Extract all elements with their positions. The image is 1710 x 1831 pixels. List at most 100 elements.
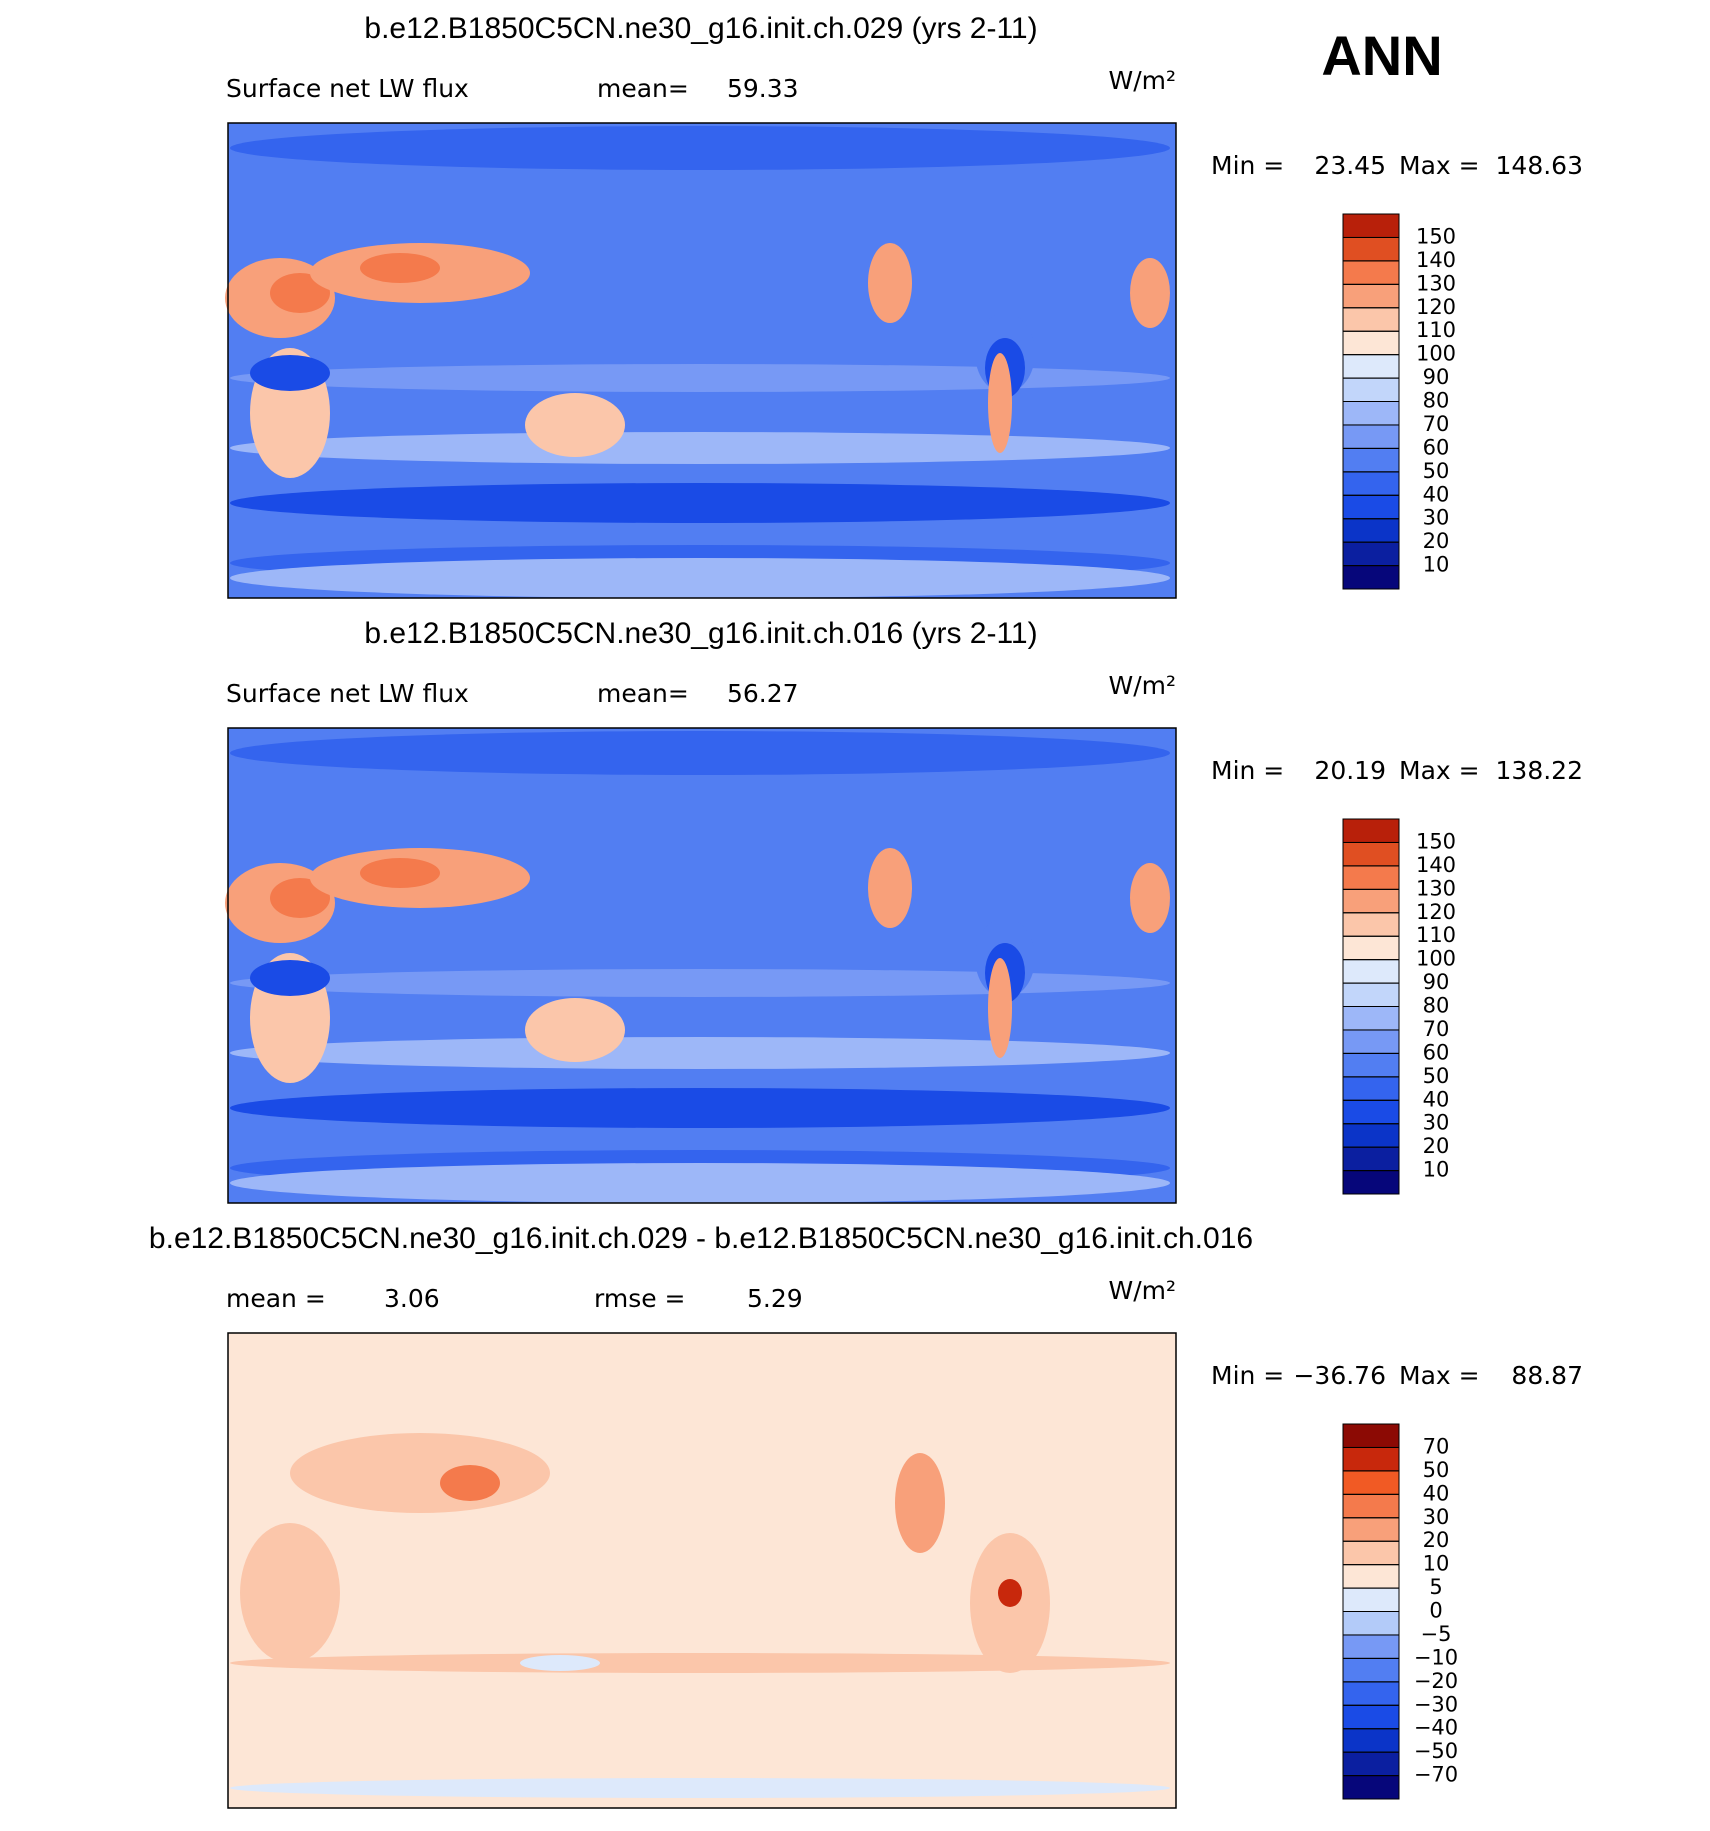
colorbar-box (1342, 1029, 1400, 1054)
colorbar-box (1342, 307, 1400, 332)
colorbar-label: −70 (1414, 1763, 1458, 1787)
min-label: Min = (1211, 1361, 1284, 1390)
anomaly (290, 1433, 550, 1513)
land (250, 960, 330, 996)
panel-title: b.e12.B1850C5CN.ne30_g16.init.ch.016 (yr… (364, 617, 1037, 650)
colorbar-label: 50 (1423, 1458, 1450, 1482)
land (868, 243, 912, 323)
colorbar-label: −10 (1414, 1645, 1458, 1669)
colorbar-box (1342, 471, 1400, 496)
colorbar-label: 50 (1423, 459, 1450, 483)
land (525, 393, 625, 457)
stat-label: mean= (597, 679, 689, 708)
colorbar-box (1342, 935, 1400, 961)
colorbar-label: −50 (1414, 1739, 1458, 1763)
colorbar-label: 130 (1416, 876, 1456, 900)
stat-label: rmse = (594, 1284, 686, 1313)
colorbar-label: −30 (1414, 1692, 1458, 1716)
colorbar-box (1342, 283, 1400, 309)
colorbar-label: 40 (1423, 1481, 1450, 1505)
colorbar-box (1342, 1423, 1400, 1448)
colorbar-box (1342, 1470, 1400, 1495)
colorbar-box (1342, 401, 1400, 426)
land (270, 273, 330, 313)
panel-title: b.e12.B1850C5CN.ne30_g16.init.ch.029 - b… (149, 1222, 1253, 1255)
colorbar-label: 30 (1423, 1111, 1450, 1135)
colorbar-label: 150 (1416, 224, 1456, 248)
colorbar-box (1342, 1493, 1400, 1519)
units: W/m² (1108, 671, 1176, 700)
stat-label: Surface net LW flux (226, 679, 469, 708)
colorbar-label: 110 (1416, 923, 1456, 947)
colorbar-box (1342, 1517, 1400, 1542)
land (360, 858, 440, 888)
min-value: 20.19 (1314, 756, 1386, 785)
ocean-band (230, 432, 1170, 464)
colorbar-box (1342, 1052, 1400, 1078)
ocean-band (230, 483, 1170, 523)
ocean-band (230, 731, 1170, 775)
ocean-band (230, 126, 1170, 170)
antarctica (230, 558, 1170, 598)
colorbar-box (1342, 1006, 1400, 1031)
colorbar-label: 10 (1423, 553, 1450, 577)
stat-value: 3.06 (384, 1284, 440, 1313)
colorbar-label: 10 (1423, 1158, 1450, 1182)
colorbar-label: 100 (1416, 342, 1456, 366)
colorbar-label: 20 (1423, 1134, 1450, 1158)
min-value: 23.45 (1314, 151, 1386, 180)
colorbar-label: 10 (1423, 1552, 1450, 1576)
colorbar-label: 80 (1423, 994, 1450, 1018)
colorbar-box (1342, 494, 1400, 520)
colorbar-box (1342, 1146, 1400, 1172)
units: W/m² (1108, 1276, 1176, 1305)
stat-value: 59.33 (727, 74, 799, 103)
colorbar-label: 110 (1416, 318, 1456, 342)
colorbar-label: 100 (1416, 947, 1456, 971)
colorbar-label: −5 (1421, 1622, 1452, 1646)
land (270, 878, 330, 918)
colorbar-box (1342, 841, 1400, 867)
ocean-band (230, 1037, 1170, 1069)
colorbar-box (1342, 260, 1400, 285)
colorbar-box (1342, 565, 1400, 590)
colorbar-box (1342, 1681, 1400, 1706)
anomaly (895, 1453, 945, 1553)
land (988, 353, 1012, 453)
anomaly (230, 1778, 1170, 1798)
max-label: Max = (1399, 756, 1480, 785)
colorbar-label: 90 (1423, 970, 1450, 994)
max-label: Max = (1399, 151, 1480, 180)
colorbar-box (1342, 377, 1400, 402)
stat-label: mean= (597, 74, 689, 103)
ocean-band (230, 969, 1170, 997)
colorbar-box (1342, 1446, 1400, 1472)
anomaly (240, 1523, 340, 1663)
colorbar-box (1342, 518, 1400, 543)
colorbar-box (1342, 447, 1400, 473)
colorbar-label: 140 (1416, 248, 1456, 272)
colorbar-label: 40 (1423, 482, 1450, 506)
colorbar-box (1342, 1123, 1400, 1148)
colorbar-box (1342, 1657, 1400, 1683)
colorbar-box (1342, 1564, 1400, 1589)
colorbar-label: 120 (1416, 295, 1456, 319)
land (868, 848, 912, 928)
land (1130, 863, 1170, 933)
land (1130, 258, 1170, 328)
min-label: Min = (1211, 756, 1284, 785)
stat-value: 56.27 (727, 679, 799, 708)
season-label: ANN (1321, 24, 1442, 87)
colorbar-label: 30 (1423, 506, 1450, 530)
stat-value: 5.29 (747, 1284, 803, 1313)
land (988, 958, 1012, 1058)
colorbar-box (1342, 1704, 1400, 1730)
anomaly (440, 1465, 500, 1501)
stat-label: Surface net LW flux (226, 74, 469, 103)
colorbar-box (1342, 982, 1400, 1007)
max-value: 88.87 (1511, 1361, 1583, 1390)
min-value: −36.76 (1293, 1361, 1386, 1390)
colorbar-box (1342, 1634, 1400, 1659)
map-frame (227, 1332, 1177, 1809)
